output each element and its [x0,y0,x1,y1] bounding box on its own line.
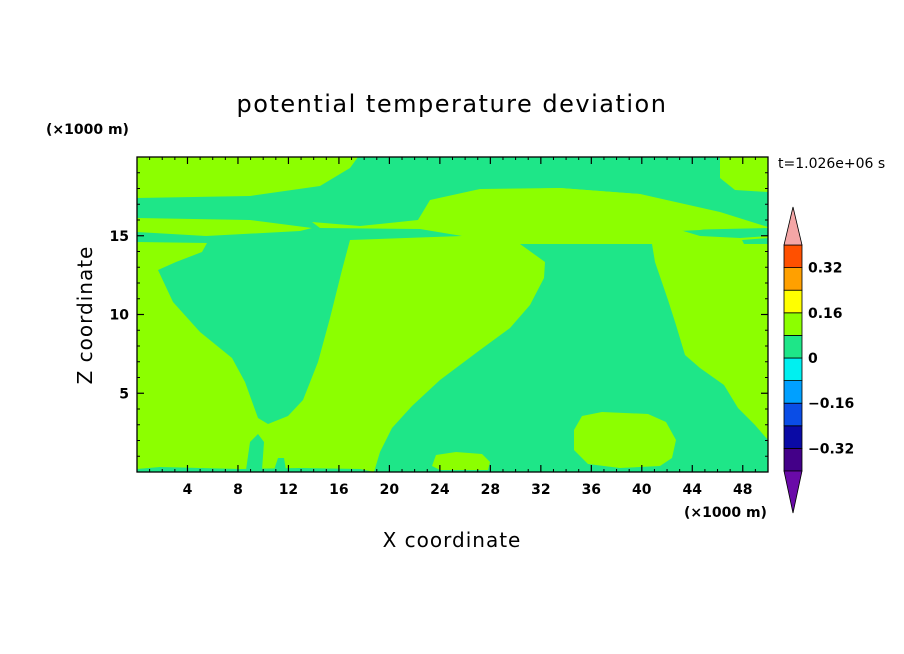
colorbar: 0.32 0.16 0 −0.16 −0.32 [783,206,854,514]
x-tick-label: 44 [683,482,703,498]
colorbar-under-triangle [783,470,803,514]
field-island-lower-right [574,412,676,468]
colorbar-label: −0.32 [808,441,854,457]
chart-title: potential temperature deviation [237,90,668,118]
colorbar-label: −0.16 [808,396,854,412]
y-tick-label: 5 [119,386,129,402]
x-tick-label: 32 [531,482,550,498]
colorbar-swatch [783,357,803,382]
colorbar-swatch [783,312,803,336]
colorbar-label: 0 [808,351,818,367]
colorbar-swatch [783,425,803,449]
colorbar-label: 0.16 [808,306,843,322]
x-tick-label: 40 [632,482,652,498]
colorbar-swatch [783,289,803,314]
field-sliver-surface [137,467,374,472]
plot-area [136,156,769,473]
colorbar-swatch [783,244,803,269]
x-tick-label: 28 [481,482,500,498]
field-island-top [418,188,745,236]
x-tick-label: 20 [380,482,400,498]
x-unit-label: (×1000 m) [684,505,767,521]
y-axis-title: Z coordinate [73,246,97,385]
x-axis-title: X coordinate [383,528,522,552]
y-tick-label: 15 [110,229,129,245]
field-sliver-b [274,458,286,470]
y-unit-label: (×1000 m) [46,122,129,138]
x-tick-label: 24 [430,482,450,498]
x-tick-label: 8 [233,482,243,498]
colorbar-swatch [783,447,803,472]
colorbar-swatch [783,402,803,427]
colorbar-swatch [783,267,803,291]
colorbar-swatch [783,334,803,359]
field-sliver-a [246,434,264,470]
x-tick-label: 4 [183,482,193,498]
y-axis: 5 10 15 [110,172,768,457]
colorbar-swatch [783,380,803,404]
colorbar-over-triangle [783,206,803,246]
x-tick-label: 12 [279,482,298,498]
colorbar-label: 0.32 [808,261,843,277]
field-negative-region [137,157,768,472]
x-tick-label: 36 [582,482,601,498]
x-tick-label: 48 [733,482,752,498]
field-island-top-right [720,157,768,192]
time-label: t=1.026e+06 s [778,156,885,172]
x-tick-label: 16 [329,482,348,498]
x-axis: 4 8 12 16 20 24 28 32 36 40 44 48 [149,157,756,498]
field-island-lower-mid [432,452,490,470]
y-tick-label: 10 [110,308,130,324]
